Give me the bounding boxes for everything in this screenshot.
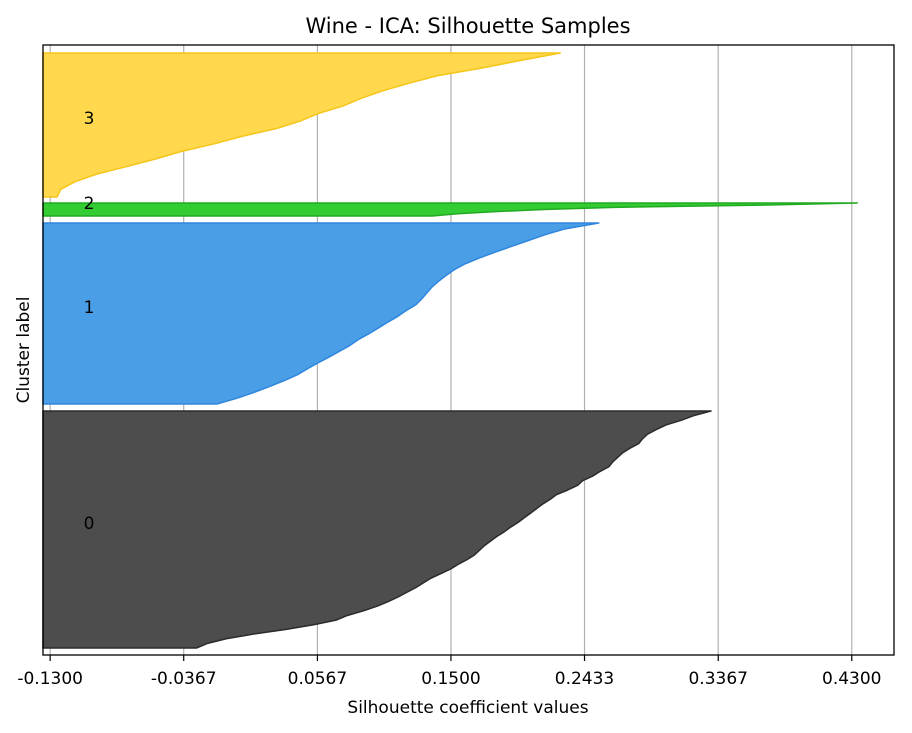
cluster-label-0: 0 xyxy=(84,514,95,534)
x-axis-ticks: -0.1300 -0.0367 0.0567 0.1500 0.2433 0.3367 0.… xyxy=(17,655,882,689)
cluster-labels: 0 1 2 3 xyxy=(84,109,95,534)
x-tick-label: 0.0567 xyxy=(288,669,347,689)
cluster-label-3: 3 xyxy=(84,109,95,129)
y-axis-label: Cluster label xyxy=(14,297,34,404)
chart-title: Wine - ICA: Silhouette Samples xyxy=(305,14,630,38)
plot-frame xyxy=(42,44,895,656)
x-tick-label: 0.4300 xyxy=(822,669,881,689)
x-tick-label: -0.1300 xyxy=(17,669,83,689)
cluster-0-silhouette xyxy=(42,410,712,649)
cluster-label-2: 2 xyxy=(84,194,95,214)
cluster-label-1: 1 xyxy=(84,298,95,318)
cluster-2-silhouette xyxy=(42,202,858,217)
cluster-silhouettes xyxy=(42,52,858,649)
cluster-3-silhouette xyxy=(42,52,562,198)
x-axis-label: Silhouette coefficient values xyxy=(347,698,588,718)
x-tick-label: 0.2433 xyxy=(555,669,614,689)
x-tick-label: 0.3367 xyxy=(688,669,747,689)
x-tick-label: 0.1500 xyxy=(421,669,480,689)
x-tick-label: -0.0367 xyxy=(151,669,217,689)
cluster-1-silhouette xyxy=(42,222,600,405)
